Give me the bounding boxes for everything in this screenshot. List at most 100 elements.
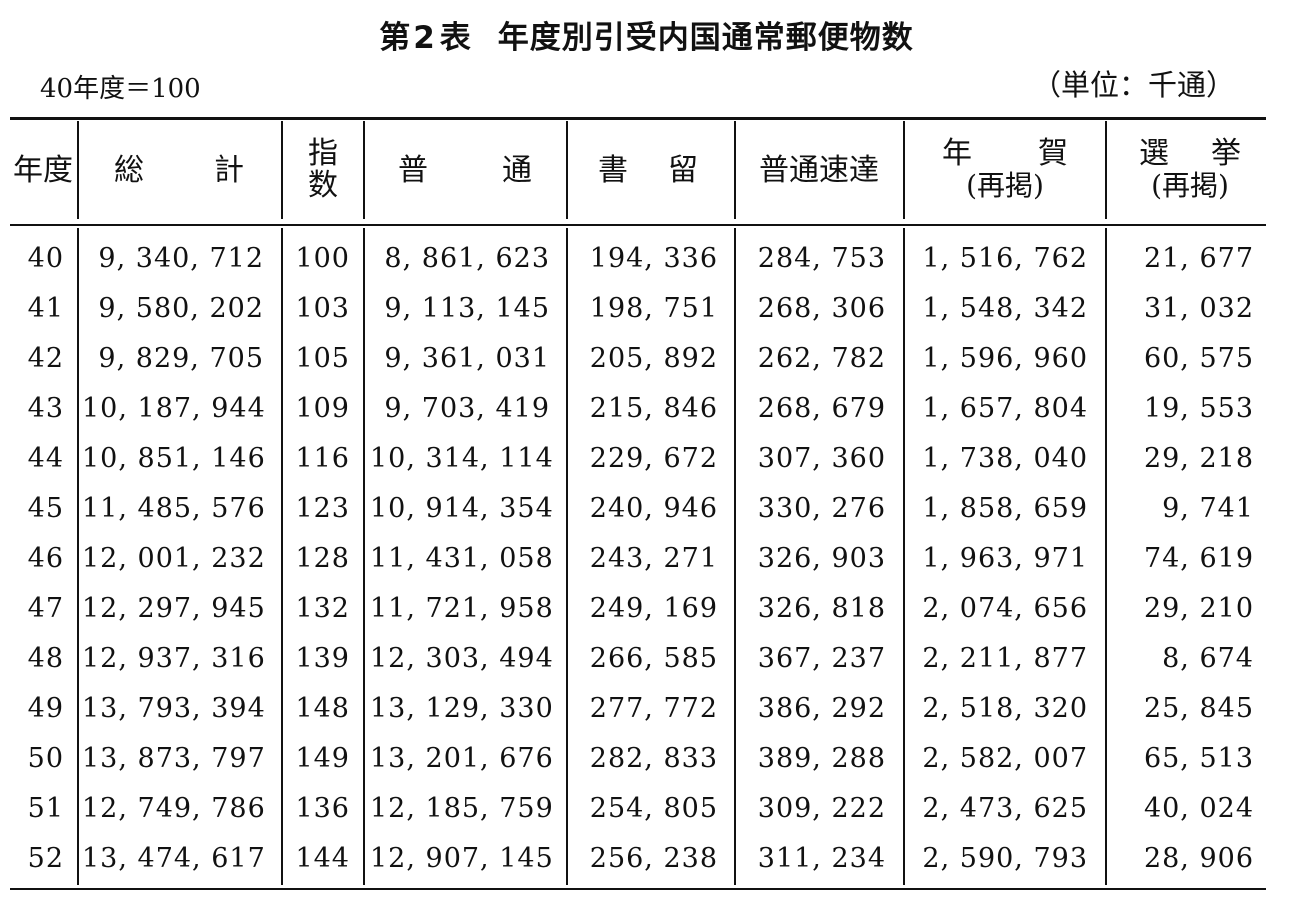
cell-express: 311, 234: [757, 843, 886, 874]
cell-newyear: 1, 657, 804: [922, 393, 1088, 424]
cell-express: 268, 679: [757, 393, 886, 424]
cell-normal: 13, 129, 330: [370, 693, 554, 724]
title-prefix: 第: [379, 20, 412, 56]
column-divider: [903, 121, 905, 219]
cell-election: 31, 032: [1143, 293, 1254, 324]
header-normal-char-1: 普: [398, 153, 428, 188]
header-normal-char-2: 通: [502, 153, 532, 188]
cell-election: 74, 619: [1143, 543, 1254, 574]
column-divider: [77, 121, 79, 219]
cell-year: 50: [27, 743, 64, 774]
cell-normal: 12, 303, 494: [370, 643, 554, 674]
cell-total: 9, 829, 705: [98, 343, 264, 374]
cell-index: 105: [295, 343, 350, 374]
cell-year: 42: [27, 343, 64, 374]
cell-registered: 205, 892: [589, 343, 718, 374]
cell-total: 12, 001, 232: [82, 543, 266, 574]
column-divider: [281, 228, 283, 885]
header-index-char-1: 指: [308, 136, 338, 171]
cell-total: 13, 873, 797: [82, 743, 266, 774]
header-registered: 書 留: [598, 155, 698, 187]
header-newyear: 年 賀 (再掲): [930, 138, 1080, 202]
cell-express: 262, 782: [757, 343, 886, 374]
cell-total: 9, 580, 202: [98, 293, 264, 324]
cell-normal: 9, 703, 419: [384, 393, 550, 424]
cell-election: 40, 024: [1143, 793, 1254, 824]
title-number: 2: [413, 20, 436, 56]
cell-index: 136: [295, 793, 350, 824]
cell-index: 116: [295, 443, 350, 474]
cell-registered: 229, 672: [589, 443, 718, 474]
cell-index: 103: [295, 293, 350, 324]
header-registered-char-2: 留: [668, 153, 698, 188]
cell-registered: 215, 846: [589, 393, 718, 424]
cell-total: 9, 340, 712: [98, 243, 264, 274]
cell-index: 144: [295, 843, 350, 874]
cell-index: 149: [295, 743, 350, 774]
column-divider: [1105, 121, 1107, 219]
cell-registered: 243, 271: [589, 543, 718, 574]
cell-total: 13, 793, 394: [82, 693, 266, 724]
cell-registered: 282, 833: [589, 743, 718, 774]
column-divider: [363, 121, 365, 219]
cell-normal: 12, 185, 759: [370, 793, 554, 824]
cell-normal: 9, 113, 145: [384, 293, 550, 324]
table-row: 49 13, 793, 394 148 13, 129, 330 277, 772 386…: [0, 684, 1293, 734]
top-rule: [10, 117, 1266, 120]
header-total: 総 計: [114, 155, 244, 187]
header-newyear-sub: (再掲): [966, 169, 1044, 202]
cell-newyear: 2, 590, 793: [922, 843, 1088, 874]
cell-year: 44: [27, 443, 64, 474]
header-election-char-1: 選: [1139, 136, 1169, 171]
cell-year: 52: [27, 843, 64, 874]
cell-election: 65, 513: [1143, 743, 1254, 774]
cell-registered: 256, 238: [589, 843, 718, 874]
cell-total: 12, 937, 316: [82, 643, 266, 674]
cell-election: 8, 674: [1162, 643, 1254, 674]
basis-note: 40年度＝100: [40, 74, 201, 104]
table-row: 50 13, 873, 797 149 13, 201, 676 282, 833 389…: [0, 734, 1293, 784]
cell-election: 29, 218: [1143, 443, 1254, 474]
table-row: 42 9, 829, 705 105 9, 361, 031 205, 892 262, …: [0, 334, 1293, 384]
cell-year: 43: [27, 393, 64, 424]
column-divider: [903, 228, 905, 885]
cell-total: 13, 474, 617: [82, 843, 266, 874]
header-registered-char-1: 書: [598, 153, 628, 188]
header-index: 指 数: [290, 138, 356, 202]
cell-express: 330, 276: [757, 493, 886, 524]
cell-index: 109: [295, 393, 350, 424]
table-row: 45 11, 485, 576 123 10, 914, 354 240, 946 330…: [0, 484, 1293, 534]
cell-express: 386, 292: [757, 693, 886, 724]
column-divider: [1105, 228, 1107, 885]
cell-newyear: 1, 596, 960: [922, 343, 1088, 374]
cell-year: 40: [27, 243, 64, 274]
table-row: 43 10, 187, 944 109 9, 703, 419 215, 846 268,…: [0, 384, 1293, 434]
cell-registered: 277, 772: [589, 693, 718, 724]
header-election-title: 選 挙: [1125, 138, 1255, 170]
cell-express: 309, 222: [757, 793, 886, 824]
cell-registered: 254, 805: [589, 793, 718, 824]
cell-index: 132: [295, 593, 350, 624]
title-text: 年度別引受内国通常郵便物数: [497, 20, 914, 56]
header-newyear-char-2: 賀: [1038, 136, 1068, 171]
cell-newyear: 1, 963, 971: [922, 543, 1088, 574]
cell-normal: 11, 431, 058: [370, 543, 554, 574]
cell-newyear: 2, 582, 007: [922, 743, 1088, 774]
cell-year: 48: [27, 643, 64, 674]
header-election-sub: (再掲): [1151, 169, 1229, 202]
cell-election: 25, 845: [1143, 693, 1254, 724]
column-divider: [281, 121, 283, 219]
cell-registered: 194, 336: [589, 243, 718, 274]
cell-newyear: 1, 738, 040: [922, 443, 1088, 474]
cell-normal: 10, 914, 354: [370, 493, 554, 524]
cell-year: 47: [27, 593, 64, 624]
header-total-char-1: 総: [114, 153, 144, 188]
cell-total: 10, 851, 146: [82, 443, 266, 474]
cell-total: 12, 749, 786: [82, 793, 266, 824]
header-express: 普通速達: [759, 153, 879, 188]
header-election-char-2: 挙: [1211, 136, 1241, 171]
header-election: 選 挙 (再掲): [1125, 138, 1255, 202]
header-newyear-char-1: 年: [942, 136, 972, 171]
header-rule: [10, 224, 1266, 226]
column-divider: [734, 228, 736, 885]
